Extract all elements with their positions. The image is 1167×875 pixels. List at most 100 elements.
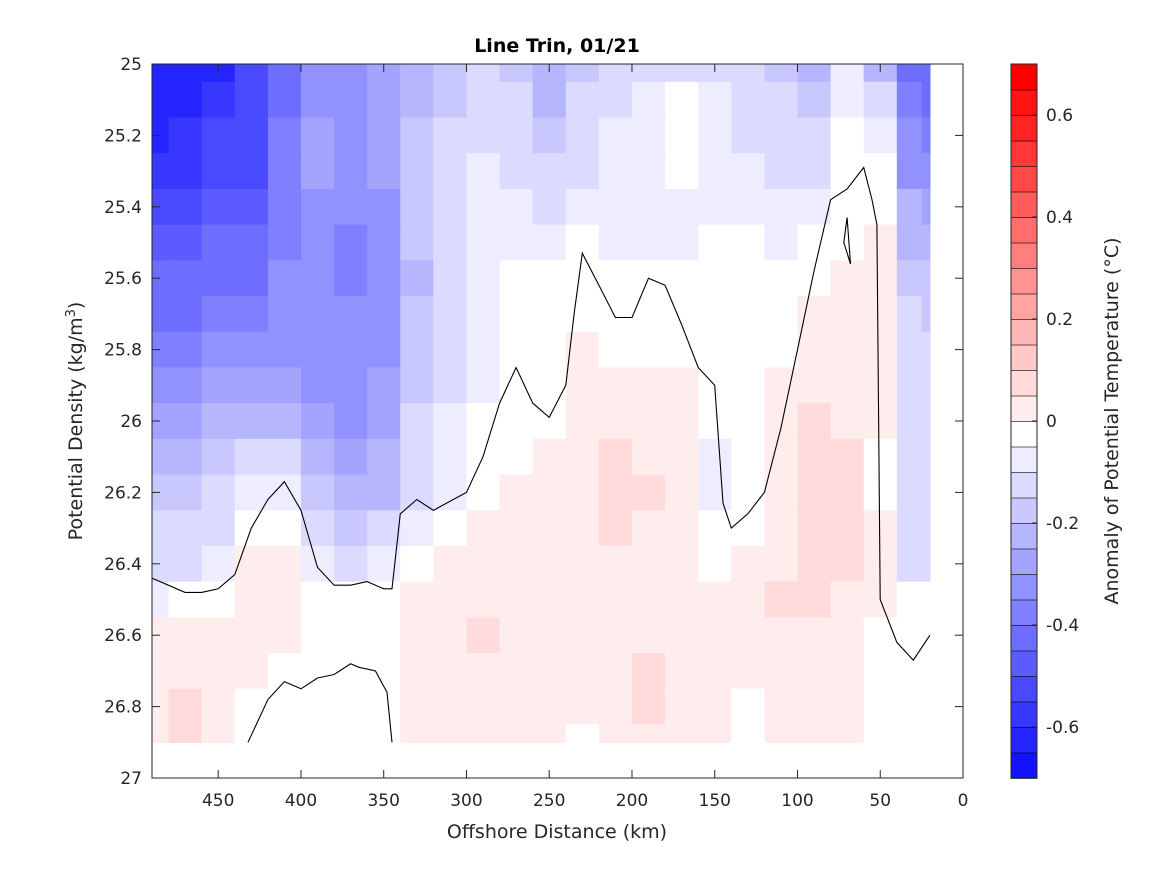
heatmap-cell [797,438,832,476]
heatmap-cell [367,367,401,404]
y-axis-label: Potential Density (kg/m3) [64,302,88,541]
heatmap-cell [433,724,468,743]
heatmap-cell [921,545,931,583]
heatmap-cell [565,64,600,83]
heatmap-cell [830,260,865,297]
heatmap-cell [466,331,501,369]
heatmap-cell [665,224,699,261]
heatmap-cell [863,510,898,547]
heatmap-cell [152,331,170,369]
heatmap-cell [367,688,401,726]
heatmap-cell [764,224,799,261]
heatmap-cell [152,367,170,404]
heatmap-cell [665,474,699,511]
zero-contour-layer [151,166,931,743]
heatmap-cell [201,117,236,154]
heatmap-cell [433,367,468,404]
heatmap-cell [234,403,269,440]
heatmap-cell [698,260,732,297]
heatmap-cell [532,653,567,690]
heatmap-cell [234,296,269,333]
heatmap-cell [234,438,269,476]
heatmap-cell [698,617,732,654]
heatmap-cell [499,331,534,369]
heatmap-cell [267,117,302,154]
colorbar-swatch [1010,650,1038,677]
heatmap-cell [152,224,170,261]
heatmap-cell [334,688,368,726]
heatmap-cell [152,403,170,440]
heatmap-cell [532,81,567,119]
colorbar-swatch [1010,293,1038,320]
heatmap-cell [300,331,335,369]
heatmap-cell [300,296,335,333]
heatmap-cell [698,403,732,440]
heatmap-cell [830,474,865,511]
heatmap-cell [168,438,203,476]
heatmap-cell [499,510,534,547]
heatmap-cell [168,403,203,440]
heatmap-cell [168,331,203,369]
heatmap-cell [797,296,832,333]
colorbar-swatch [1010,140,1038,167]
heatmap-cell [830,545,865,583]
heatmap-cell [631,474,666,511]
heatmap-cell [731,331,765,369]
y-tick-label: 25.2 [104,126,142,146]
heatmap-cell [400,403,434,440]
heatmap-cell [631,688,666,726]
heatmap-cell [921,117,931,154]
heatmap-cell [466,260,501,297]
heatmap-cell [466,688,501,726]
heatmap-cell [698,224,732,261]
heatmap-cell [532,117,567,154]
heatmap-cell [921,296,931,333]
heatmap-cell [499,653,534,690]
heatmap-cell [367,153,401,190]
heatmap-cell [168,367,203,404]
heatmap-cell [168,545,203,583]
heatmap-cell [797,117,832,154]
heatmap-cell [168,117,203,154]
heatmap-cell [400,367,434,404]
heatmap-cell [234,260,269,297]
heatmap-cell [731,367,765,404]
heatmap-cell [665,331,699,369]
heatmap-cell [764,545,799,583]
x-tick-label: 150 [699,791,731,811]
heatmap-cell [466,117,501,154]
heatmap-cell [863,188,898,226]
heatmap-cell [152,545,170,583]
heatmap-cell [565,438,600,476]
heatmap-cell [267,688,302,726]
heatmap-cell [598,510,633,547]
colorbar-swatch [1010,369,1038,397]
heatmap-cell [267,260,302,297]
heatmap-cell [830,367,865,404]
heatmap-cell [400,117,434,154]
heatmap-cell [631,188,666,226]
heatmap-cell [731,724,765,743]
heatmap-cell [433,188,468,226]
heatmap-cell [201,81,236,119]
heatmap-cell [267,724,302,743]
heatmap-cell [499,153,534,190]
heatmap-cell [400,260,434,297]
heatmap-cell [665,403,699,440]
heatmap-cell [433,510,468,547]
heatmap-cell [565,367,600,404]
y-tick-label: 25.6 [104,269,142,289]
heatmap-cell [300,545,335,583]
heatmap-cell [598,545,633,583]
heatmap-cell [466,64,501,83]
heatmap-cell [797,581,832,618]
heatmap-cell [234,64,269,83]
heatmap-cell [731,510,765,547]
heatmap-cell [698,188,732,226]
colorbar-tick-label: 0.6 [1046,106,1073,126]
heatmap-cell [334,117,368,154]
heatmap-cell [168,188,203,226]
heatmap-cell [334,724,368,743]
heatmap-cell [168,724,203,743]
